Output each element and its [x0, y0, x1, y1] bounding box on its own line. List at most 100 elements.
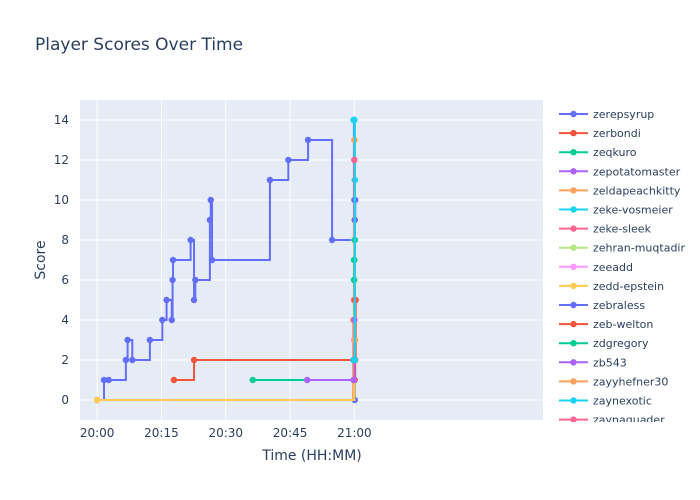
y-tick-label: 4 — [61, 313, 69, 327]
legend-label: zb543 — [593, 356, 627, 369]
data-point — [169, 256, 177, 264]
legend-label: zedd-epstein — [593, 280, 664, 293]
plot-area — [80, 100, 543, 420]
legend-item: zebraless — [559, 299, 645, 312]
legend-item: zdgregory — [559, 337, 649, 350]
series-layer — [93, 116, 359, 404]
chart-title: Player Scores Over Time — [35, 35, 243, 55]
data-point — [105, 376, 112, 384]
data-point — [249, 376, 256, 384]
legend-label: zerbondi — [593, 127, 641, 140]
legend-item: zeke-sleek — [559, 223, 652, 236]
data-point — [159, 316, 166, 324]
series-zerepsyrup — [93, 116, 358, 404]
legend-marker — [570, 282, 577, 290]
legend-item: zeldapeachkitty — [559, 184, 681, 197]
legend-item: zeke-vosmeier — [559, 204, 673, 217]
x-tick-labels: 20:00 20:15 20:30 20:45 21:00 — [80, 426, 372, 440]
legend-marker — [570, 244, 577, 251]
y-tick-label: 6 — [61, 273, 69, 287]
legend-label: zerepsyrup — [593, 108, 654, 121]
legend-label: zebraless — [593, 299, 645, 312]
legend-marker — [570, 263, 577, 270]
data-point — [206, 216, 214, 224]
legend-marker — [570, 110, 577, 118]
data-point — [100, 376, 108, 384]
legend-label: zeqkuro — [593, 146, 637, 159]
data-point — [207, 196, 214, 204]
legend-label: zepotatomaster — [593, 165, 681, 178]
data-point — [170, 376, 178, 384]
legend-marker — [570, 301, 577, 309]
x-tick-label: 20:45 — [273, 426, 308, 440]
legend-marker — [570, 168, 577, 175]
x-tick-label: 21:00 — [337, 426, 372, 440]
y-tick-label: 8 — [61, 233, 69, 247]
data-point — [192, 276, 199, 284]
y-axis-title: Score — [33, 240, 49, 279]
data-point — [129, 356, 136, 364]
legend: zerepsyrup zerbondi zeqkuro zepotatomaster z… — [559, 108, 685, 427]
legend-marker — [570, 225, 577, 232]
legend-item: zeb-welton — [559, 318, 653, 331]
legend-label: zdgregory — [593, 337, 649, 350]
data-point — [122, 356, 130, 364]
legend-item: zaynaquader — [559, 414, 665, 427]
legend-item: zepotatomaster — [559, 165, 681, 178]
legend-item: zayyhefner30 — [559, 375, 668, 388]
x-tick-label: 20:30 — [208, 426, 243, 440]
data-point — [146, 336, 154, 344]
legend-marker — [570, 416, 577, 422]
legend-marker — [570, 320, 577, 328]
legend-label: zaynaquader — [593, 414, 665, 427]
legend-label: zayyhefner30 — [593, 375, 668, 388]
legend-marker — [570, 187, 577, 194]
legend-item: zeqkuro — [559, 146, 637, 159]
data-point — [351, 116, 358, 124]
legend-label: zaynexotic — [593, 395, 652, 408]
y-tick-label: 0 — [61, 393, 69, 407]
data-point — [190, 296, 198, 304]
data-point — [163, 296, 170, 304]
data-point — [169, 276, 176, 284]
data-point — [304, 136, 312, 144]
legend-item: zb543 — [559, 356, 627, 369]
series-zaynexotic — [350, 116, 358, 364]
data-point — [304, 376, 311, 384]
legend-marker — [570, 149, 577, 156]
legend-marker — [570, 206, 577, 213]
data-point — [208, 256, 216, 264]
legend-marker — [570, 129, 577, 137]
data-point — [328, 236, 336, 244]
plot-background — [80, 100, 543, 420]
legend-label: zeeadd — [593, 261, 633, 274]
x-axis-title: Time (HH:MM) — [261, 448, 362, 464]
data-point — [168, 316, 175, 324]
legend-item: zaynexotic — [559, 395, 652, 408]
y-tick-label: 2 — [61, 353, 69, 367]
y-tick-labels: 0 2 4 6 8 10 12 14 — [54, 113, 69, 407]
legend-marker — [570, 397, 577, 404]
y-tick-label: 10 — [54, 193, 69, 207]
data-point — [285, 156, 292, 164]
legend-item: zerbondi — [559, 127, 641, 140]
y-tick-label: 12 — [54, 153, 69, 167]
y-tick-label: 14 — [54, 113, 69, 127]
data-point — [266, 176, 274, 184]
legend-marker — [570, 359, 577, 366]
legend-item: zeeadd — [559, 261, 633, 274]
legend-label: zeb-welton — [593, 318, 653, 331]
data-point — [351, 356, 358, 364]
legend-label: zeldapeachkitty — [593, 184, 681, 197]
x-tick-label: 20:00 — [80, 426, 115, 440]
data-point — [124, 336, 131, 344]
data-point — [351, 156, 358, 164]
series-zaynaquader — [351, 156, 358, 164]
x-tick-label: 20:15 — [144, 426, 179, 440]
legend-label: zeke-vosmeier — [593, 204, 673, 217]
data-point — [190, 356, 198, 364]
legend-marker — [570, 378, 577, 385]
legend-label: zehran-muqtadir — [593, 242, 685, 255]
